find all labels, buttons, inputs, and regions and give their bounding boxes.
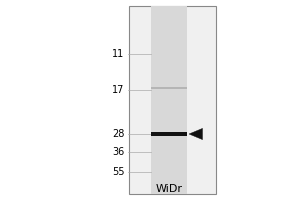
- Text: 17: 17: [112, 85, 124, 95]
- Bar: [129, 6, 216, 194]
- Text: WiDr: WiDr: [156, 184, 183, 194]
- Bar: [152, 6, 188, 194]
- Bar: [152, 87, 188, 89]
- Text: 36: 36: [112, 147, 124, 157]
- Polygon shape: [189, 128, 202, 140]
- Text: 55: 55: [112, 167, 124, 177]
- Text: 28: 28: [112, 129, 124, 139]
- Bar: [152, 132, 188, 136]
- Text: 11: 11: [112, 49, 124, 59]
